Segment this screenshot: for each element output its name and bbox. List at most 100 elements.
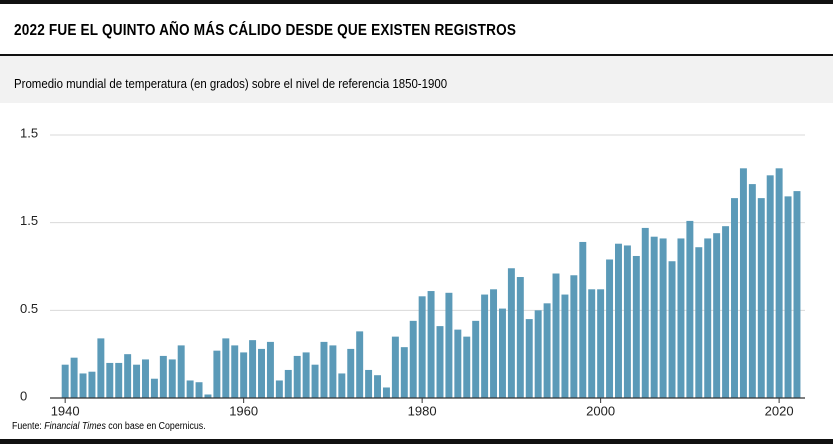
x-tick-label: 1960: [229, 403, 258, 418]
bar: [525, 319, 533, 398]
bar: [722, 226, 730, 398]
bar: [498, 308, 506, 398]
bar: [490, 289, 498, 398]
bar: [552, 273, 560, 398]
bar: [748, 184, 756, 398]
bar: [284, 369, 292, 398]
bar: [418, 296, 426, 398]
bar: [365, 369, 373, 398]
bar: [463, 336, 471, 398]
bar: [775, 168, 783, 398]
bar: [311, 364, 319, 398]
bar: [766, 175, 774, 398]
bar: [641, 227, 649, 398]
bar: [615, 243, 622, 398]
bar: [249, 340, 257, 398]
bar: [195, 382, 203, 398]
bar: [302, 352, 310, 398]
bar: [320, 341, 328, 398]
bar: [258, 348, 265, 398]
chart-subtitle: Promedio mundial de temperatura (en grad…: [14, 76, 448, 91]
bar: [391, 336, 399, 398]
y-tick-label: 0.5: [20, 301, 38, 316]
bar: [427, 291, 435, 398]
bar: [106, 362, 114, 398]
subtitle-band: Promedio mundial de temperatura (en grad…: [0, 54, 833, 103]
bar: [579, 241, 587, 398]
bar: [704, 238, 712, 398]
bar: [204, 394, 212, 398]
bar: [588, 289, 596, 398]
bar: [623, 245, 631, 398]
y-tick-label: 1.5: [20, 125, 38, 140]
bar: [481, 294, 489, 398]
bar: [186, 380, 194, 398]
bar: [784, 196, 792, 398]
bar: [739, 168, 747, 398]
bar: [213, 350, 221, 398]
bottom-rule: [0, 439, 833, 444]
x-tick-label: 1980: [408, 403, 437, 418]
bar: [454, 329, 462, 398]
source-text: Financial Times: [44, 421, 106, 432]
bar: [266, 341, 274, 398]
bar: [409, 320, 417, 398]
y-tick-label: 1.5: [20, 213, 38, 228]
bar: [677, 238, 685, 398]
bar: [606, 259, 614, 398]
bar: [668, 261, 676, 398]
bar: [561, 294, 569, 398]
bar: [757, 198, 765, 398]
bar: [793, 191, 801, 398]
bar: [507, 268, 515, 398]
bar: [632, 255, 640, 398]
bar: [686, 220, 694, 398]
source: Fuente: Financial Times con base en Cope…: [12, 421, 206, 432]
bar: [338, 373, 346, 398]
bar: [159, 355, 167, 398]
bar: [650, 236, 658, 398]
bar: [543, 303, 551, 398]
bar: [88, 371, 96, 398]
bar: [222, 338, 230, 398]
chart: 0 0.5 1.5 1.5 1940 1960 1980 2000 2020: [20, 125, 805, 418]
bar: [445, 292, 453, 398]
bar: [124, 354, 132, 398]
bar: [374, 375, 382, 398]
bar: [659, 238, 667, 398]
bar: [472, 320, 480, 398]
bar: [115, 362, 123, 398]
bar: [695, 247, 703, 398]
bar: [97, 338, 105, 398]
bar: [70, 357, 78, 398]
bar: [356, 331, 364, 398]
bar: [534, 310, 542, 398]
bar: [133, 364, 141, 398]
bar: [382, 387, 390, 398]
bar: [79, 373, 87, 398]
bar: [177, 345, 185, 398]
bar: [240, 352, 248, 398]
source-text: Fuente:: [12, 421, 45, 432]
bar: [436, 326, 444, 398]
x-tick-label: 1940: [51, 403, 80, 418]
chart-title: 2022 FUE EL QUINTO AÑO MÁS CÁLIDO DESDE …: [14, 22, 517, 39]
bar: [142, 359, 149, 398]
bar: [400, 347, 408, 398]
bar: [168, 359, 176, 398]
bar: [293, 355, 301, 398]
bar: [61, 364, 69, 398]
bar: [570, 275, 578, 398]
bar: [731, 198, 738, 398]
bar: [275, 380, 283, 398]
bar: [231, 345, 239, 398]
bar: [597, 289, 605, 398]
x-tick-label: 2020: [765, 403, 794, 418]
bar: [150, 378, 158, 398]
x-tick-label: 2000: [586, 403, 615, 418]
y-tick-label: 0: [20, 388, 27, 403]
bar: [347, 348, 355, 398]
bar: [713, 233, 721, 398]
source-text: con base en Copernicus.: [105, 421, 206, 432]
